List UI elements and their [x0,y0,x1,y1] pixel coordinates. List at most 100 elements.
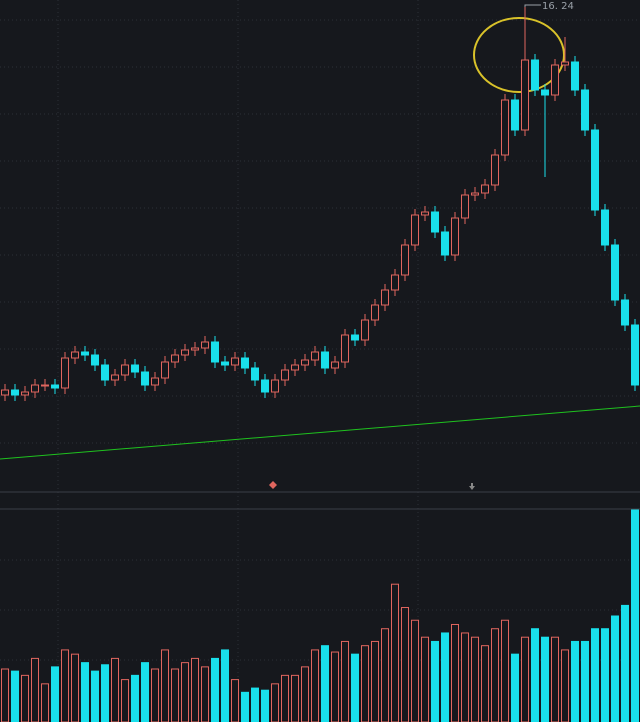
candle-body [611,244,619,301]
candle-body [91,354,99,366]
volume-bar [331,651,339,722]
candle-body [221,361,229,366]
candle-body [271,379,279,393]
candle-body [581,89,589,131]
candle-body [571,61,579,91]
volume-bar [261,689,269,722]
peak-label: 16. 24 [542,1,574,12]
volume-bar [591,628,599,722]
candle-body [441,231,449,256]
candle-body [181,349,189,356]
candle-body [161,361,169,379]
candle-body [191,347,199,351]
candle-body [541,89,549,96]
volume-bar [251,687,259,722]
volume-bar [391,583,399,722]
candle-body [121,364,129,376]
volume-bar [521,636,529,722]
volume-bar [361,645,369,722]
candle-body [531,59,539,91]
volume-bar [111,657,119,722]
volume-bar [1,668,9,722]
candle-body [521,59,529,131]
volume-bar [21,674,29,722]
volume-bar [411,619,419,722]
volume-bar [371,640,379,722]
volume-bar [121,679,129,722]
volume-bar [511,653,519,722]
candle-body [11,389,19,396]
volume-bar [341,640,349,722]
candle-body [561,61,569,66]
volume-bar [381,628,389,722]
volume-bar [451,623,459,722]
candle-body [511,99,519,131]
annotation-leader [524,4,541,7]
candle-body [81,351,89,356]
volume-bar [431,640,439,722]
volume-bar [351,653,359,722]
volume-bar [551,636,559,722]
candle-body [491,154,499,186]
volume-bar [301,666,309,722]
candle-body [201,341,209,349]
volume-bar [241,691,249,722]
volume-bar [481,645,489,722]
volume-bar [441,632,449,722]
candle-body [41,384,49,387]
volume-bar [401,607,409,722]
candle-body [621,299,629,326]
volume-bar [621,604,629,722]
candle-body [461,194,469,219]
volume-bar [91,670,99,722]
volume-bar [61,649,69,722]
candle-body [61,357,69,389]
volume-bar [81,662,89,722]
candle-body [71,351,79,359]
candle-body [311,351,319,361]
candle-body [501,99,509,156]
volume-bar [461,632,469,722]
signal-marker [469,483,475,490]
candle-body [371,304,379,321]
volume-bar [501,619,509,722]
volume-bar [171,668,179,722]
candle-body [341,334,349,363]
candle-body [151,377,159,386]
volume-bar [291,674,299,722]
volume-bar [161,649,169,722]
candle-body [601,209,609,246]
candle-body [411,214,419,246]
candle-body [291,364,299,371]
signal-marker [269,481,277,489]
volume-bar [71,653,79,722]
candle-body [331,361,339,369]
volume-bar [41,683,49,722]
volume-bar [421,636,429,722]
candle-body [241,357,249,369]
volume-bar [631,509,639,722]
candle-body [31,384,39,393]
volume-bar [201,666,209,722]
candle-body [101,364,109,381]
candle-body [431,211,439,233]
candle-body [381,289,389,306]
volume-bar [491,628,499,722]
volume-bar [181,662,189,722]
candle-body [111,374,119,381]
candle-body [21,391,29,396]
candle-body [631,324,639,386]
candle-body [231,357,239,366]
candle-body [171,354,179,363]
volume-bar [281,674,289,722]
volume-bar [31,657,39,722]
volume-bar [11,670,19,722]
candle-body [261,379,269,393]
candle-body [1,389,9,396]
candle-body [51,384,59,389]
candle-body [421,211,429,216]
candle-body [481,184,489,194]
volume-bar [141,662,149,722]
volume-bar [541,636,549,722]
volume-bar [611,615,619,722]
